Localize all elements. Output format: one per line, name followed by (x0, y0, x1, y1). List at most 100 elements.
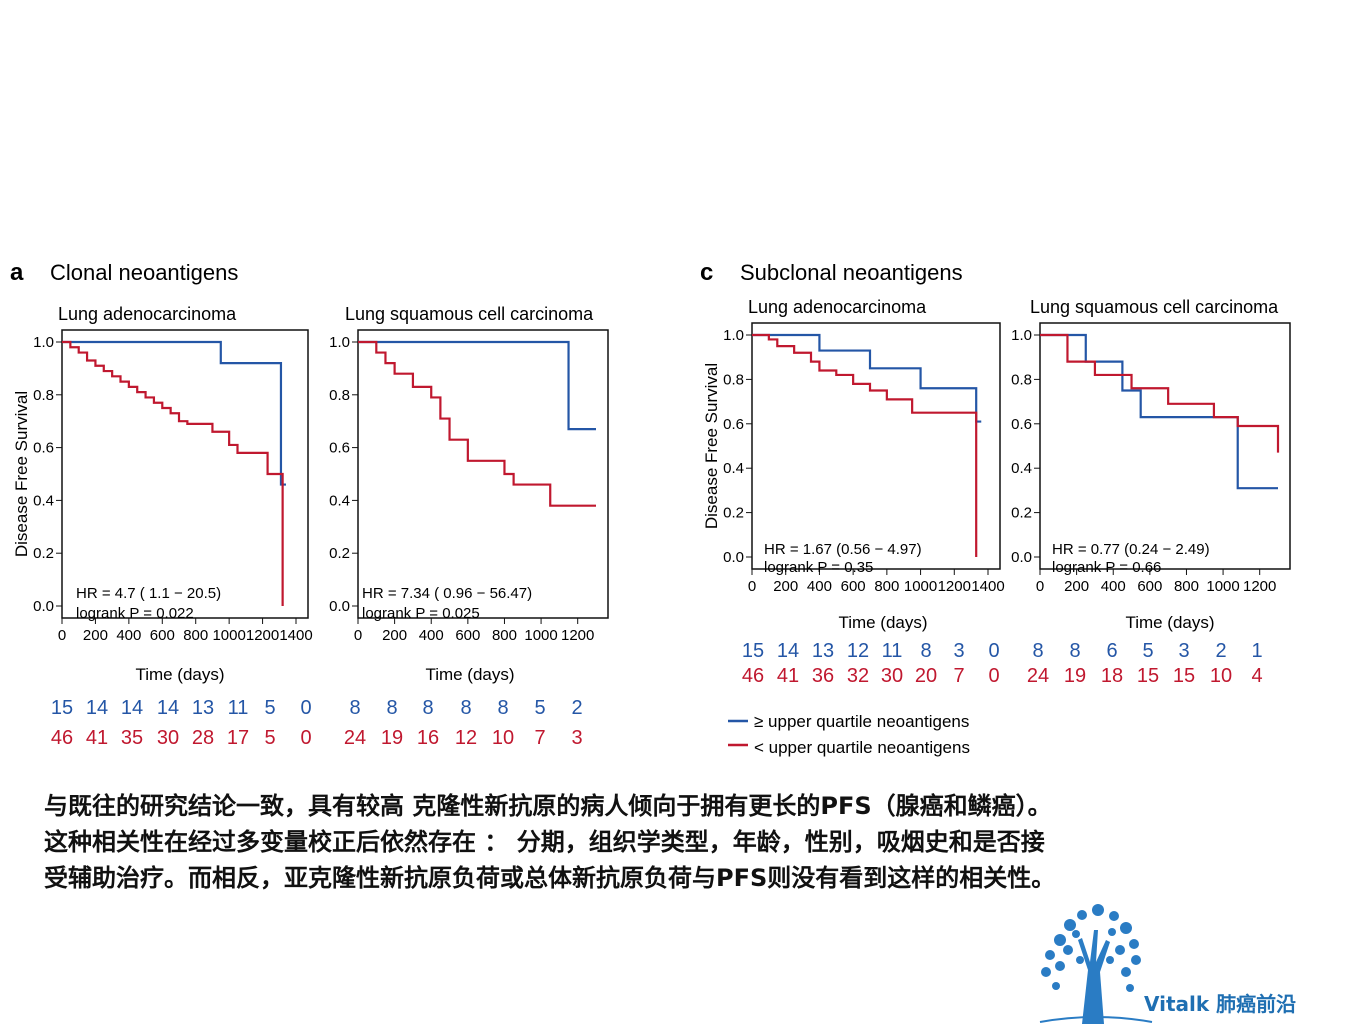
risk-count-lower: 18 (1101, 665, 1123, 687)
risk-count-lower: 17 (227, 727, 249, 749)
km-chart-4: Lung squamous cell carcinoma 0.0 0.2 0.4 0.6… (1011, 297, 1291, 687)
x-tick-label: 400 (419, 627, 444, 644)
x-axis-label: Time (days) (135, 665, 224, 684)
plot-frame (61, 329, 309, 619)
y-tick-label: 0.6 (1011, 416, 1032, 433)
risk-count-lower: 5 (264, 727, 275, 749)
risk-count-lower: 32 (847, 665, 869, 687)
x-tick-label: 1000 (524, 627, 557, 644)
risk-count-lower: 19 (1064, 665, 1086, 687)
logrank-p: logrank P = 0.35 (764, 559, 873, 576)
y-tick-label: 0.8 (33, 387, 54, 404)
x-tick-label: 1000 (212, 627, 245, 644)
survival-curve-lower (752, 333, 978, 557)
risk-count-lower: 46 (51, 727, 73, 749)
caption-line-1: 与既往的研究结论一致，具有较高 克隆性新抗原的病人倾向于拥有更长的PFS（腺癌和… (44, 792, 1052, 820)
risk-count-lower: 3 (571, 727, 582, 749)
risk-count-upper: 3 (953, 640, 964, 662)
km-figure: a Clonal neoantigens c Subclonal neoanti… (10, 259, 1291, 757)
x-tick-label: 1200 (1243, 578, 1276, 595)
y-tick-label: 0.0 (329, 598, 350, 615)
x-tick-label: 1200 (938, 578, 971, 595)
risk-count-upper: 2 (571, 697, 582, 719)
logrank-p: logrank P = 0.025 (362, 605, 480, 622)
risk-count-lower: 41 (777, 665, 799, 687)
y-axis-label: Disease Free Survival (12, 391, 31, 557)
risk-count-upper: 12 (847, 640, 869, 662)
x-tick-label: 1200 (561, 627, 594, 644)
vitalk-tree-logo (1039, 904, 1153, 1024)
x-tick-label: 800 (1174, 578, 1199, 595)
x-tick-label: 400 (1101, 578, 1126, 595)
risk-count-lower: 30 (881, 665, 903, 687)
x-tick-label: 400 (807, 578, 832, 595)
plot-frame (1039, 322, 1291, 570)
chart-subtitle: Lung squamous cell carcinoma (1030, 297, 1279, 317)
risk-count-upper: 14 (121, 697, 143, 719)
chart-subtitle: Lung squamous cell carcinoma (345, 304, 594, 324)
survival-curve-lower (1040, 333, 1280, 453)
risk-count-upper: 8 (920, 640, 931, 662)
risk-count-lower: 7 (534, 727, 545, 749)
logrank-p: logrank P = 0.022 (76, 605, 194, 622)
risk-count-upper: 14 (86, 697, 108, 719)
y-tick-label: 0.2 (33, 545, 54, 562)
risk-count-lower: 35 (121, 727, 143, 749)
risk-count-upper: 15 (742, 640, 764, 662)
x-tick-label: 1400 (971, 578, 1004, 595)
risk-count-upper: 11 (882, 640, 903, 662)
legend-lower-label: < upper quartile neoantigens (754, 738, 970, 757)
risk-count-lower: 16 (417, 727, 439, 749)
y-tick-label: 0.6 (329, 440, 350, 457)
risk-count-upper: 14 (777, 640, 799, 662)
caption-line-3: 受辅助治疗。而相反，亚克隆性新抗原负荷或总体新抗原负荷与PFS则没有看到这样的相… (44, 864, 1056, 892)
risk-count-lower: 7 (953, 665, 964, 687)
x-tick-label: 200 (1064, 578, 1089, 595)
risk-count-upper: 11 (228, 697, 249, 719)
survival-curve-lower (358, 340, 596, 507)
risk-count-lower: 0 (300, 727, 311, 749)
y-tick-label: 0.8 (329, 387, 350, 404)
x-tick-label: 1000 (1206, 578, 1239, 595)
x-tick-label: 200 (773, 578, 798, 595)
y-tick-label: 1.0 (1011, 327, 1032, 344)
risk-count-upper: 3 (1178, 640, 1189, 662)
risk-count-upper: 8 (497, 697, 508, 719)
y-tick-label: 0.0 (1011, 549, 1032, 566)
risk-count-upper: 8 (1032, 640, 1043, 662)
survival-curve-upper (358, 340, 596, 431)
chart-subtitle: Lung adenocarcinoma (58, 304, 237, 324)
x-tick-label: 400 (116, 627, 141, 644)
risk-count-upper: 15 (51, 697, 73, 719)
y-tick-label: 1.0 (723, 327, 744, 344)
x-tick-label: 200 (382, 627, 407, 644)
x-tick-label: 1200 (246, 627, 279, 644)
x-tick-label: 800 (492, 627, 517, 644)
risk-count-upper: 6 (1106, 640, 1117, 662)
risk-count-lower: 12 (455, 727, 477, 749)
km-chart-2: Lung squamous cell carcinoma 0.0 0.2 0.4 0.6… (329, 304, 609, 749)
y-tick-label: 1.0 (329, 334, 350, 351)
risk-count-upper: 1 (1251, 640, 1262, 662)
risk-count-lower: 10 (492, 727, 514, 749)
risk-count-lower: 10 (1210, 665, 1232, 687)
logo-text: Vitalk 肺癌前沿 (1144, 992, 1297, 1016)
risk-count-lower: 30 (157, 727, 179, 749)
risk-count-upper: 5 (264, 697, 275, 719)
panel-a-letter: a (10, 259, 24, 286)
panel-c-title: Subclonal neoantigens (740, 260, 963, 285)
y-tick-label: 0.0 (723, 549, 744, 566)
risk-count-upper: 0 (300, 697, 311, 719)
risk-count-lower: 20 (915, 665, 937, 687)
y-tick-label: 0.4 (723, 460, 744, 477)
hazard-ratio: HR = 4.7 ( 1.1 − 20.5) (76, 585, 221, 602)
hazard-ratio: HR = 7.34 ( 0.96 − 56.47) (362, 585, 532, 602)
risk-count-upper: 8 (422, 697, 433, 719)
risk-count-upper: 0 (988, 640, 999, 662)
x-tick-label: 800 (874, 578, 899, 595)
y-tick-label: 0.0 (33, 598, 54, 615)
legend-upper-label: ≥ upper quartile neoantigens (754, 712, 969, 731)
x-tick-label: 600 (1137, 578, 1162, 595)
risk-count-lower: 4 (1251, 665, 1262, 687)
